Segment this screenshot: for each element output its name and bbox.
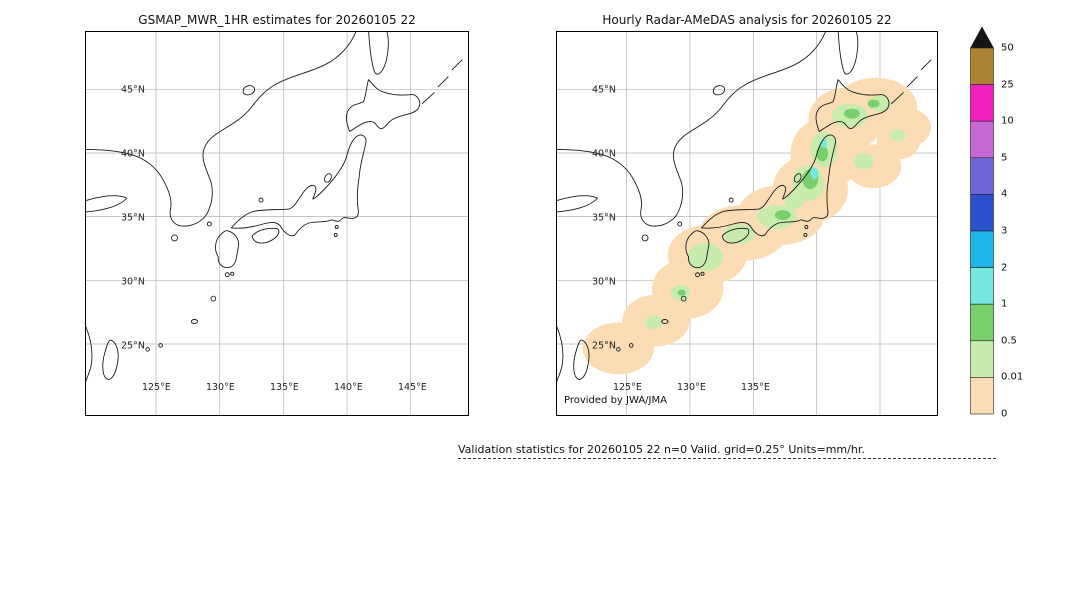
lat-tick-label: 45°N <box>121 84 145 96</box>
colorbar-tick-label: 1 <box>1001 298 1008 310</box>
colorbar-segment <box>970 47 994 85</box>
radar-amedas-map-panel: 45°N 40°N 35°N 30°N 25°N 125°E 130°E 135… <box>556 31 938 416</box>
colorbar-tick-label: 0.5 <box>1001 335 1017 347</box>
colorbar-segment <box>970 340 994 378</box>
lat-tick-label: 30°N <box>121 276 145 288</box>
lon-tick-label: 135°E <box>740 382 770 393</box>
gsmap-map-panel: 45°N 40°N 35°N 30°N 25°N 125°E 130°E 135… <box>85 31 469 416</box>
lon-tick-label: 130°E <box>676 382 706 393</box>
lon-tick-label: 140°E <box>333 382 363 393</box>
colorbar-segment <box>970 120 994 159</box>
data-credit: Provided by JWA/JMA <box>562 395 669 406</box>
lat-tick-label: 40°N <box>121 148 145 160</box>
colorbar-tick-label: 0 <box>1001 408 1008 420</box>
colorbar-segment <box>970 377 994 415</box>
validation-statistics-caption: Validation statistics for 20260105 22 n=… <box>458 443 865 456</box>
lon-tick-label: 125°E <box>141 382 171 393</box>
lon-tick-label: 145°E <box>397 382 427 393</box>
colorbar-tick-label: 0.01 <box>1001 371 1024 383</box>
colorbar-tick-label: 4 <box>1001 188 1008 200</box>
colorbar-tick-label: 2 <box>1001 262 1008 274</box>
colorbar-segment <box>970 303 994 342</box>
precip-colorbar <box>970 26 994 415</box>
lon-tick-label: 135°E <box>269 382 299 393</box>
colorbar-tick-label: 25 <box>1001 79 1014 91</box>
colorbar-segment <box>970 267 994 305</box>
lon-tick-label: 130°E <box>205 382 235 393</box>
lat-tick-label: 25°N <box>121 340 145 352</box>
lat-tick-label: 35°N <box>592 212 616 224</box>
colorbar-segment <box>970 84 994 122</box>
colorbar-segment <box>970 230 994 268</box>
right-panel-title: Hourly Radar-AMeDAS analysis for 2026010… <box>602 13 892 27</box>
dashed-divider <box>458 458 996 459</box>
left-panel-title: GSMAP_MWR_1HR estimates for 20260105 22 <box>138 13 416 27</box>
lat-tick-label: 45°N <box>592 84 616 96</box>
colorbar-tick-label: 5 <box>1001 152 1008 164</box>
lat-tick-label: 30°N <box>592 276 616 288</box>
colorbar-segment <box>970 157 994 195</box>
lat-tick-label: 40°N <box>592 148 616 160</box>
precip-trace-band <box>582 77 932 375</box>
colorbar-segment <box>970 194 994 232</box>
colorbar-overflow-triangle <box>970 26 994 49</box>
radar-map-canvas <box>557 32 937 415</box>
colorbar-tick-label: 3 <box>1001 225 1008 237</box>
colorbar-tick-label: 50 <box>1001 42 1014 54</box>
lon-tick-label: 125°E <box>612 382 642 393</box>
colorbar-tick-label: 10 <box>1001 115 1014 127</box>
lat-tick-label: 35°N <box>121 212 145 224</box>
lat-tick-label: 25°N <box>592 340 616 352</box>
